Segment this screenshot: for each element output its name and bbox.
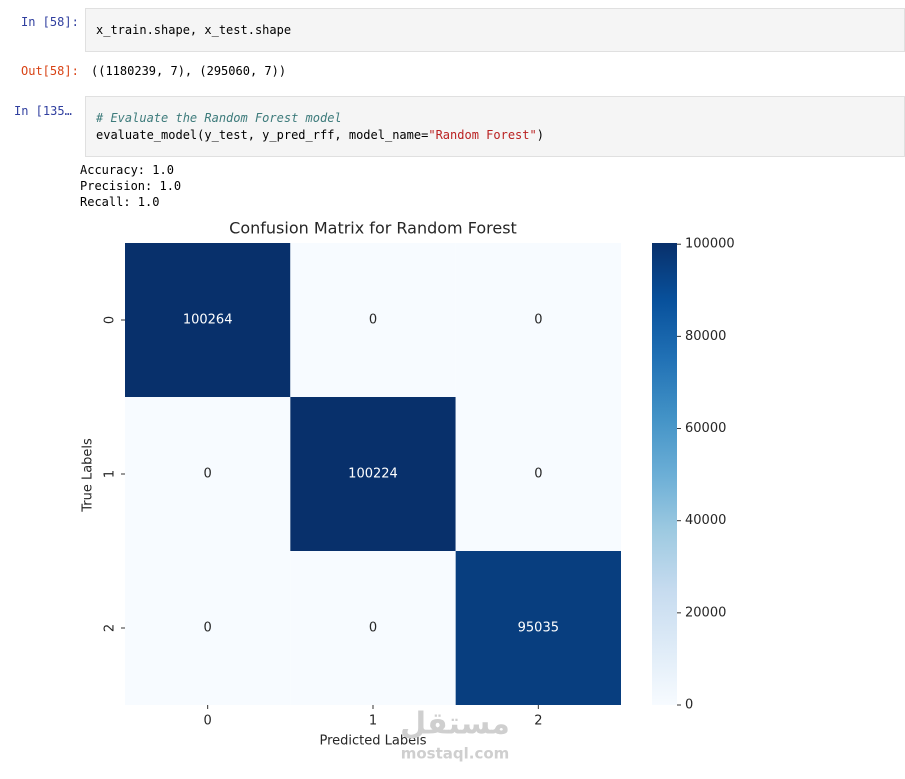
cell-label: 100224: [348, 467, 398, 482]
y-tick-label: 0: [103, 316, 118, 324]
watermark: مستقل: [400, 707, 510, 742]
code-cell[interactable]: # Evaluate the Random Forest model evalu…: [85, 96, 905, 157]
watermark: mostaql.com: [401, 745, 510, 763]
heatmap-cell: [290, 551, 456, 705]
cell-label: 0: [534, 313, 542, 328]
x-axis-label: Predicted Labels: [319, 734, 426, 749]
output-text: ((1180239, 7), (295060, 7)): [91, 64, 287, 78]
cell-label: 0: [204, 621, 212, 636]
chart-title: Confusion Matrix for Random Forest: [229, 219, 517, 238]
colorbar: [652, 243, 677, 705]
colorbar-tick-label: 0: [685, 698, 693, 713]
cell-label: 0: [369, 621, 377, 636]
cell-label: 100264: [183, 313, 233, 328]
in-prompt: In [58]:: [21, 15, 79, 29]
cell-label: 0: [534, 467, 542, 482]
heatmap-cell: [455, 397, 621, 551]
heatmap-cell: [125, 243, 291, 397]
code-line: x_train.shape, x_test.shape: [96, 23, 292, 37]
heatmap-cell: [455, 551, 621, 705]
code-comment: # Evaluate the Random Forest model: [96, 111, 342, 125]
cell-label: 0: [204, 467, 212, 482]
cell-label: 0: [369, 313, 377, 328]
code-string: "Random Forest": [428, 128, 537, 142]
stdout-line: Accuracy: 1.0: [80, 163, 174, 177]
stdout-line: Precision: 1.0: [80, 179, 182, 193]
in-prompt: In [135…: [14, 104, 72, 118]
colorbar-tick-label: 40000: [685, 513, 726, 528]
heatmap-cell: [290, 243, 456, 397]
cell-label: 95035: [518, 621, 559, 636]
x-tick-label: 2: [534, 714, 542, 729]
chart: Confusion Matrix for Random Forest Predi…: [81, 219, 735, 763]
colorbar-tick-label: 20000: [685, 605, 726, 620]
out-prompt: Out[58]:: [21, 64, 79, 78]
code-line: evaluate_model(y_test, y_pred_rff, model…: [96, 128, 544, 142]
y-tick-label: 2: [103, 624, 118, 632]
stdout-line: Recall: 1.0: [80, 195, 160, 209]
heatmap-cell: [125, 397, 291, 551]
code: evaluate_model(y_test, y_pred_rff, model…: [96, 128, 429, 142]
heatmap-cell: [455, 243, 621, 397]
heatmap-cell: [290, 397, 456, 551]
colorbar-tick-label: 60000: [685, 421, 726, 436]
x-tick-label: 1: [369, 714, 377, 729]
colorbar-tick-label: 100000: [685, 237, 735, 252]
y-axis-label: True Labels: [81, 438, 96, 513]
colorbar-tick-label: 80000: [685, 329, 726, 344]
y-tick-label: 1: [103, 470, 118, 478]
code: ): [536, 128, 544, 142]
x-tick-label: 0: [204, 714, 212, 729]
code-cell[interactable]: x_train.shape, x_test.shape: [85, 8, 905, 52]
heatmap-cell: [125, 551, 291, 705]
